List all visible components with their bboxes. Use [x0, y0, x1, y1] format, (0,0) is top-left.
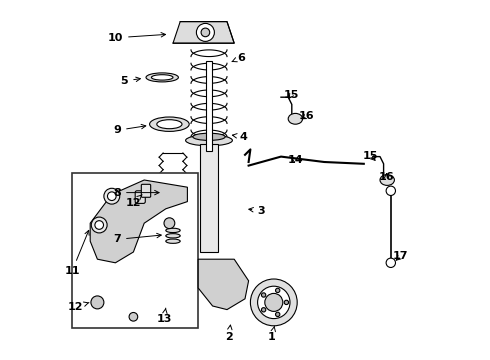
Text: 5: 5 — [121, 76, 140, 86]
Text: 4: 4 — [232, 132, 247, 142]
Circle shape — [201, 28, 210, 37]
Ellipse shape — [166, 228, 180, 233]
Circle shape — [91, 296, 104, 309]
Text: 11: 11 — [65, 230, 89, 276]
Circle shape — [386, 258, 395, 267]
Ellipse shape — [151, 75, 173, 80]
Circle shape — [107, 192, 116, 201]
Circle shape — [91, 217, 107, 233]
Text: 12: 12 — [68, 302, 89, 312]
Ellipse shape — [146, 73, 178, 82]
Circle shape — [129, 312, 138, 321]
Circle shape — [265, 293, 283, 311]
Bar — [200, 144, 218, 252]
Circle shape — [258, 286, 290, 319]
Bar — [206, 61, 212, 151]
Text: 8: 8 — [113, 188, 159, 198]
Ellipse shape — [186, 135, 232, 146]
Text: 1: 1 — [268, 326, 276, 342]
Ellipse shape — [166, 234, 180, 238]
Text: 13: 13 — [156, 308, 172, 324]
Circle shape — [104, 188, 120, 204]
Ellipse shape — [380, 175, 394, 185]
Text: 15: 15 — [283, 90, 299, 100]
Ellipse shape — [193, 133, 225, 140]
Ellipse shape — [157, 120, 182, 129]
Bar — [72, 173, 198, 328]
Text: 17: 17 — [393, 251, 408, 261]
Text: 2: 2 — [225, 325, 233, 342]
Text: 3: 3 — [249, 206, 265, 216]
Circle shape — [386, 186, 395, 195]
Circle shape — [262, 293, 266, 297]
Text: 14: 14 — [288, 155, 303, 165]
Ellipse shape — [149, 117, 189, 131]
FancyBboxPatch shape — [141, 184, 151, 197]
Text: 7: 7 — [113, 233, 161, 244]
Circle shape — [164, 218, 175, 229]
Circle shape — [196, 23, 215, 41]
Text: 15: 15 — [363, 150, 378, 161]
Text: 6: 6 — [232, 53, 245, 63]
Polygon shape — [198, 259, 248, 310]
FancyBboxPatch shape — [135, 191, 145, 203]
Text: 12: 12 — [125, 195, 142, 208]
Circle shape — [250, 279, 297, 326]
Polygon shape — [90, 180, 187, 263]
Circle shape — [284, 300, 289, 305]
Circle shape — [275, 312, 280, 316]
Text: 9: 9 — [113, 124, 146, 135]
Ellipse shape — [166, 239, 180, 243]
Text: 16: 16 — [299, 111, 315, 121]
Text: 16: 16 — [379, 172, 394, 182]
Ellipse shape — [288, 113, 303, 124]
Polygon shape — [173, 22, 234, 43]
Circle shape — [262, 308, 266, 312]
Text: 10: 10 — [108, 32, 166, 43]
Circle shape — [95, 221, 103, 229]
Circle shape — [275, 288, 280, 293]
